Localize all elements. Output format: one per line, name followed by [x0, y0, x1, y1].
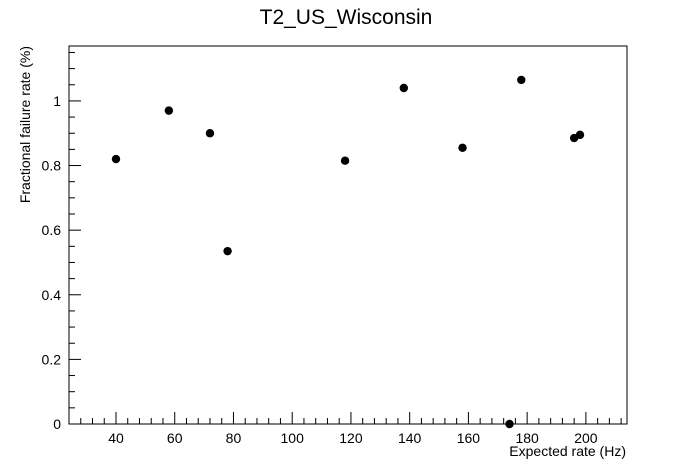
data-point [575, 130, 585, 140]
x-tick-label: 180 [515, 430, 539, 446]
x-axis-ticks [68, 412, 622, 424]
data-point [517, 75, 526, 85]
y-tick-label: 0.4 [42, 287, 62, 303]
data-point [505, 419, 514, 429]
x-axis-tick-labels: 40 60 80 100 120 140 160 180 200 [108, 430, 598, 446]
x-axis-title: Expected rate (Hz) [509, 443, 626, 459]
x-tick-label: 120 [339, 430, 363, 446]
y-tick-label: 1 [53, 93, 61, 109]
x-tick-label: 160 [457, 430, 481, 446]
data-point [340, 156, 350, 165]
data-point [205, 129, 215, 138]
y-tick-label: 0 [53, 416, 61, 432]
data-point [458, 143, 467, 152]
x-tick-label: 200 [574, 430, 598, 446]
y-tick-label: 0.8 [42, 158, 62, 174]
chart-title: T2_US_Wisconsin [260, 6, 433, 29]
data-point [164, 106, 174, 115]
y-tick-label: 0.2 [42, 351, 62, 367]
plot-frame [68, 45, 628, 425]
y-tick-label: 0.6 [42, 222, 62, 238]
data-point [399, 83, 408, 93]
x-tick-label: 60 [167, 430, 183, 446]
data-point [223, 246, 232, 256]
data-point [111, 154, 121, 164]
x-tick-label: 140 [398, 430, 422, 446]
x-tick-label: 40 [108, 430, 124, 446]
y-axis-ticks [69, 51, 81, 425]
x-tick-label: 80 [226, 430, 242, 446]
y-axis-tick-labels: 0 0.2 0.4 0.6 0.8 1 [42, 93, 62, 432]
x-tick-label: 100 [281, 430, 305, 446]
y-axis-title: Fractional failure rate (%) [17, 46, 33, 203]
data-points [111, 75, 585, 429]
